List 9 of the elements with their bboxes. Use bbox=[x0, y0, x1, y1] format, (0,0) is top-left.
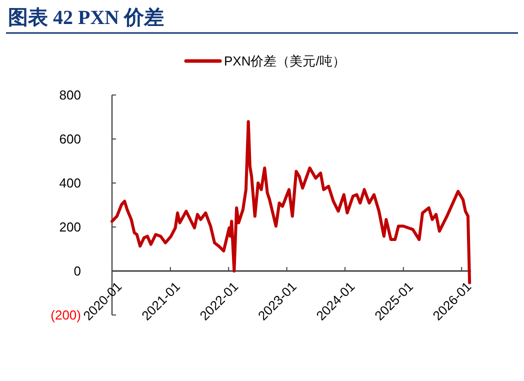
y-tick-label: 0 bbox=[74, 264, 81, 279]
legend-label: PXN价差（美元/吨） bbox=[224, 54, 346, 69]
y-tick-label: (200) bbox=[50, 308, 81, 323]
y-tick-label: 600 bbox=[59, 132, 81, 147]
chart-title: 图表 42 PXN 价差 bbox=[8, 7, 164, 29]
y-tick-label: 200 bbox=[59, 220, 81, 235]
line-series bbox=[110, 120, 472, 284]
y-tick-label: 800 bbox=[59, 88, 81, 103]
y-tick-label: 400 bbox=[59, 176, 81, 191]
